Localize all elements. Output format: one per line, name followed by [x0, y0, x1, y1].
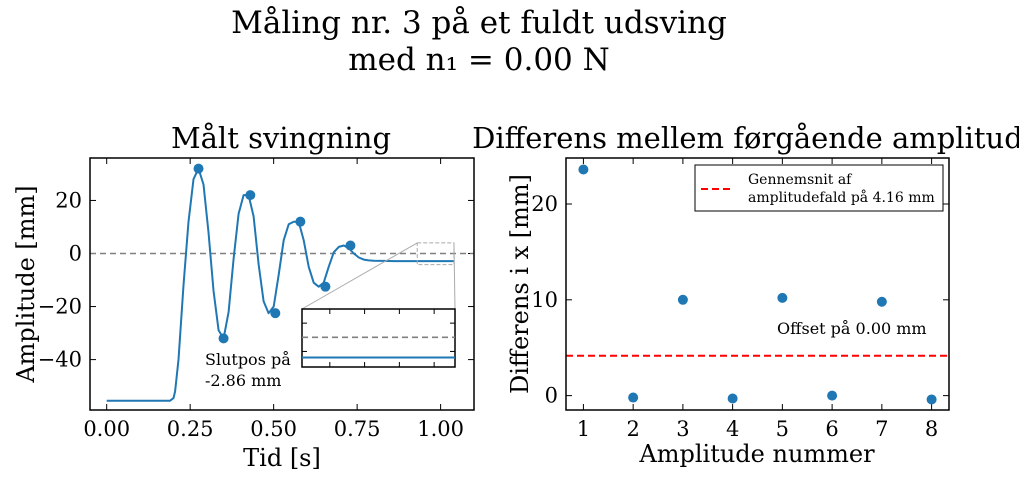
- x-tick-label: 1.00: [417, 417, 464, 441]
- right-axes-frame: [565, 157, 950, 411]
- x-tick-label: 5: [776, 417, 789, 441]
- y-tick-label: 10: [531, 288, 558, 312]
- right-plot-area: 1 2 3 4 5 6 7 8 0 10 20: [531, 158, 949, 441]
- x-tick-label: 0.75: [334, 417, 381, 441]
- left-annotation-line2: -2.86 mm: [205, 371, 281, 390]
- x-tick-label: 2: [626, 417, 639, 441]
- peak-point: [345, 240, 356, 251]
- x-tick-label: 3: [676, 417, 689, 441]
- y-tick-label: 0: [545, 384, 558, 408]
- difference-point: [628, 392, 639, 403]
- x-tick-label: 1: [577, 417, 590, 441]
- right-chart-title: Differens mellem førgående amplitude: [472, 121, 1019, 155]
- x-tick-label: 7: [875, 417, 888, 441]
- peak-point: [270, 308, 281, 319]
- x-tick-label: 8: [925, 417, 938, 441]
- y-tick-label: −40: [38, 348, 82, 372]
- inset-zoom: [301, 242, 456, 368]
- left-axes-frame: [89, 157, 475, 411]
- right-chart: Differens mellem førgående amplitude 1 2 3…: [472, 121, 1019, 468]
- x-tick-label: 6: [825, 417, 838, 441]
- x-tick-label: 0.50: [250, 417, 297, 441]
- difference-point: [578, 164, 589, 175]
- difference-point: [677, 294, 688, 305]
- peak-point: [193, 163, 204, 174]
- peak-point: [245, 190, 256, 201]
- difference-point: [777, 292, 788, 303]
- legend-box: [694, 164, 944, 212]
- peak-point: [320, 281, 331, 292]
- difference-point: [727, 393, 738, 404]
- figure-title-line2: med n₁ = 0.00 N: [348, 42, 610, 78]
- left-plot-area: 0.00 0.25 0.50 0.75 1.00 20 0 −20 −40: [38, 158, 474, 441]
- peak-point: [295, 216, 306, 227]
- difference-point: [876, 296, 887, 307]
- left-chart-title: Målt svingning: [171, 121, 391, 155]
- x-tick-label: 0.00: [83, 417, 130, 441]
- figure-title-line1: Måling nr. 3 på et fuldt udsving: [231, 5, 727, 41]
- difference-point: [827, 390, 838, 401]
- legend-label-line2: amplitudefald på 4.16 mm: [748, 189, 935, 206]
- legend-label-line1: Gennemsnit af: [748, 172, 853, 188]
- left-x-axis-label: Tid [s]: [243, 444, 321, 472]
- y-tick-label: 20: [55, 188, 82, 212]
- zoom-connector: [301, 242, 418, 310]
- peak-point: [218, 333, 229, 344]
- zoom-connector: [453, 242, 456, 310]
- legend: Gennemsnit af amplitudefald på 4.16 mm: [694, 164, 944, 212]
- left-chart: Målt svingning 0.00 0.25 0.50 0.75 1.00 20 0 −2…: [12, 121, 475, 472]
- y-tick-label: −20: [38, 295, 82, 319]
- left-y-axis-label: Amplitude [mm]: [12, 185, 40, 383]
- y-tick-label: 20: [531, 192, 558, 216]
- left-annotation-line1: Slutpos på: [205, 350, 291, 369]
- x-tick-label: 4: [726, 417, 739, 441]
- right-x-axis-label: Amplitude nummer: [638, 440, 875, 468]
- x-tick-label: 0.25: [167, 417, 214, 441]
- zoom-region-box: [416, 242, 455, 266]
- right-annotation: Offset på 0.00 mm: [777, 319, 927, 338]
- y-tick-label: 0: [69, 241, 82, 265]
- right-y-axis-label: Differens i x [mm]: [506, 174, 534, 394]
- difference-point: [926, 394, 937, 405]
